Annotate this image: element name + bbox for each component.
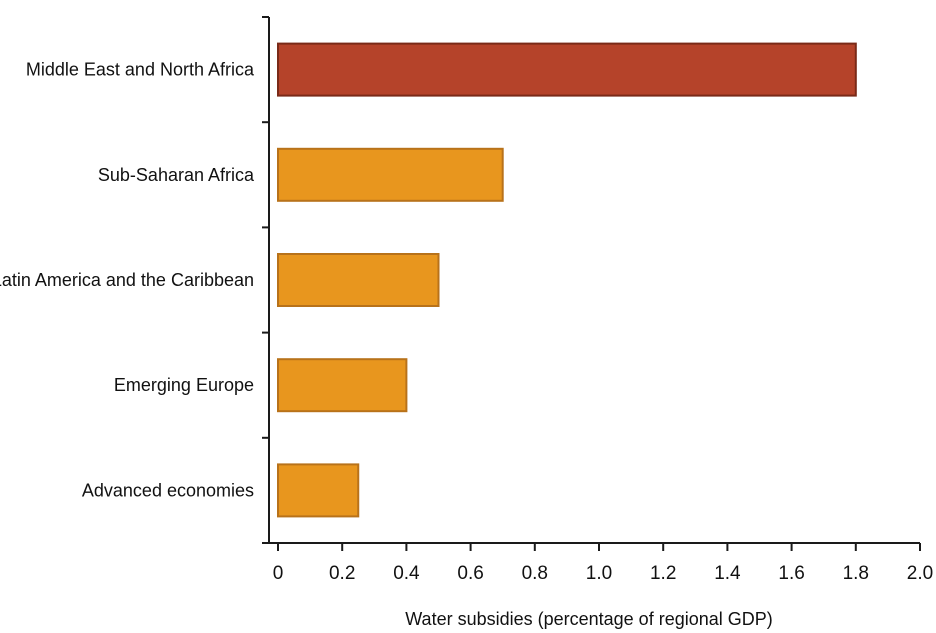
x-tick-label: 1.6 [778,563,804,584]
x-tick-label: 0 [273,563,284,584]
x-tick-label: 1.0 [586,563,612,584]
category-label: Sub-Saharan Africa [98,165,255,185]
category-labels: Middle East and North Africa Sub-Saharan … [0,60,255,501]
bar-emerging-europe [277,358,408,413]
category-label: Advanced economies [82,480,254,500]
x-tick-label: 1.4 [714,563,741,584]
category-label: Middle East and North Africa [26,60,255,80]
x-tick-label: 1.8 [843,563,869,584]
y-axis-ticks [262,16,269,544]
category-label: Latin America and the Caribbean [0,270,254,290]
x-tick-label: 2.0 [907,563,933,584]
x-tick-label: 0.8 [522,563,548,584]
x-tick-label: 0.6 [457,563,483,584]
x-axis-title: Water subsidies (percentage of regional … [405,609,773,629]
x-axis-ticks: 0 0.2 0.4 0.6 0.8 1.0 1.2 1.4 1.6 1.8 2.0 [273,543,933,584]
x-tick-label: 0.2 [329,563,355,584]
bar-advanced-economies [277,463,360,518]
bar-sub-saharan-africa [277,147,504,202]
bars-layer [277,42,857,518]
category-label: Emerging Europe [114,375,254,395]
x-tick-label: 1.2 [650,563,676,584]
bar-latin-america-and-the-caribbean [277,253,440,307]
x-tick-label: 0.4 [393,563,420,584]
bar-middle-east-and-north-africa [277,42,857,97]
